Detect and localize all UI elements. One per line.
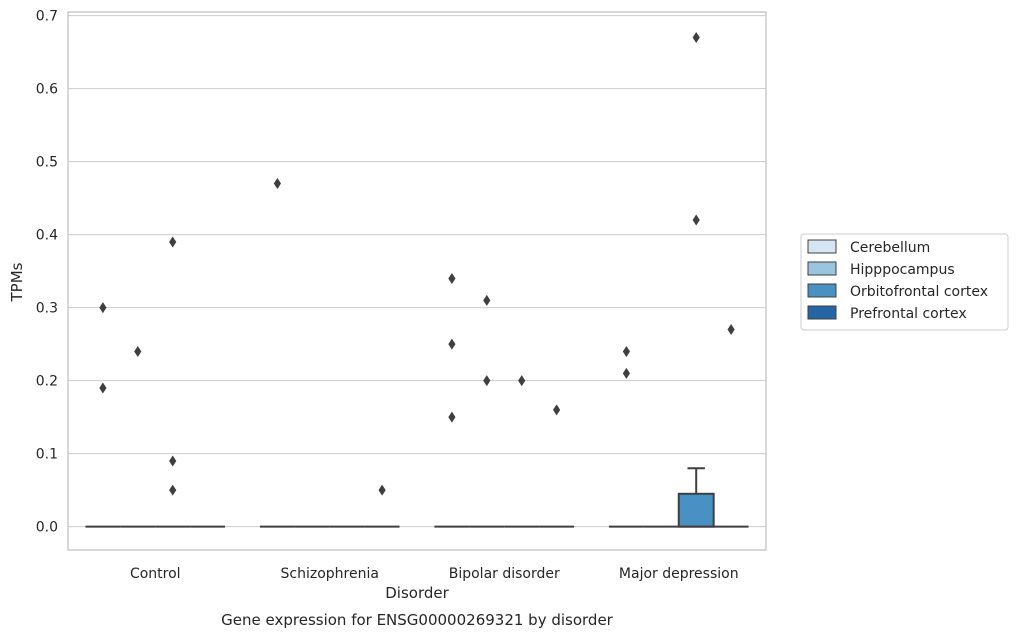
outlier-point bbox=[483, 294, 491, 306]
plot-frame bbox=[67, 11, 767, 551]
x-tick-label: Bipolar disorder bbox=[449, 566, 560, 582]
legend-swatch bbox=[807, 305, 837, 320]
y-tick-label: 0.5 bbox=[36, 155, 58, 171]
box-group bbox=[259, 178, 295, 528]
y-tick-label: 0.4 bbox=[36, 228, 58, 244]
outlier-point bbox=[134, 345, 142, 357]
outlier-point bbox=[169, 484, 177, 496]
box-group bbox=[364, 484, 400, 528]
legend-label: Cerebellum bbox=[850, 240, 930, 256]
y-axis-title: TPMs bbox=[8, 262, 26, 302]
x-tick-label: Control bbox=[130, 566, 181, 582]
box-group bbox=[539, 404, 575, 528]
outlier-point bbox=[622, 367, 630, 379]
legend-label: Orbitofrontal cortex bbox=[850, 284, 988, 300]
x-axis-title: Disorder bbox=[385, 584, 449, 602]
outlier-point bbox=[692, 32, 700, 44]
box-group bbox=[469, 294, 505, 528]
outlier-point bbox=[378, 484, 386, 496]
y-tick-label: 0.7 bbox=[36, 9, 58, 25]
box-group bbox=[608, 345, 644, 528]
x-tick-labels: Control Schizophrenia Bipolar disorder Majo… bbox=[130, 566, 739, 582]
y-tick-label: 0.1 bbox=[36, 447, 58, 463]
box-group bbox=[677, 32, 715, 528]
outlier-point bbox=[727, 324, 735, 336]
outlier-point bbox=[692, 214, 700, 226]
box-group bbox=[120, 345, 156, 528]
x-tick-label: Major depression bbox=[619, 566, 739, 582]
y-tick-label: 0.0 bbox=[36, 520, 58, 536]
outlier-point bbox=[448, 338, 456, 350]
legend-frame bbox=[800, 233, 1009, 331]
outlier-point bbox=[448, 411, 456, 423]
chart-caption: Gene expression for ENSG00000269321 by d… bbox=[221, 611, 614, 629]
box-group bbox=[85, 302, 121, 528]
box-group bbox=[713, 324, 749, 528]
outlier-point bbox=[273, 178, 281, 190]
box bbox=[677, 492, 715, 528]
outlier-point bbox=[169, 455, 177, 467]
box-group bbox=[504, 375, 540, 528]
box-group bbox=[155, 236, 191, 528]
plot-marks bbox=[85, 32, 749, 528]
legend-swatch bbox=[807, 283, 837, 298]
outlier-point bbox=[99, 302, 107, 314]
outlier-point bbox=[483, 375, 491, 387]
legend-label: Prefrontal cortex bbox=[850, 306, 967, 322]
legend-label: Hipppocampus bbox=[850, 262, 955, 278]
y-tick-label: 0.6 bbox=[36, 82, 58, 98]
outlier-point bbox=[553, 404, 561, 416]
grid-lines bbox=[68, 15, 766, 528]
x-tick-label: Schizophrenia bbox=[281, 566, 379, 582]
y-tick-label: 0.3 bbox=[36, 301, 58, 317]
legend-swatch bbox=[807, 261, 837, 276]
outlier-point bbox=[518, 375, 526, 387]
y-tick-labels: 0.0 0.1 0.2 0.3 0.4 0.5 0.6 0.7 bbox=[36, 9, 58, 536]
outlier-point bbox=[169, 236, 177, 248]
box-group bbox=[434, 272, 470, 528]
outlier-point bbox=[99, 382, 107, 394]
legend: Cerebellum Hipppocampus Orbitofrontal cort… bbox=[800, 233, 1009, 331]
legend-swatch bbox=[807, 239, 837, 254]
y-tick-label: 0.2 bbox=[36, 374, 58, 390]
outlier-point bbox=[622, 345, 630, 357]
outlier-point bbox=[448, 272, 456, 284]
